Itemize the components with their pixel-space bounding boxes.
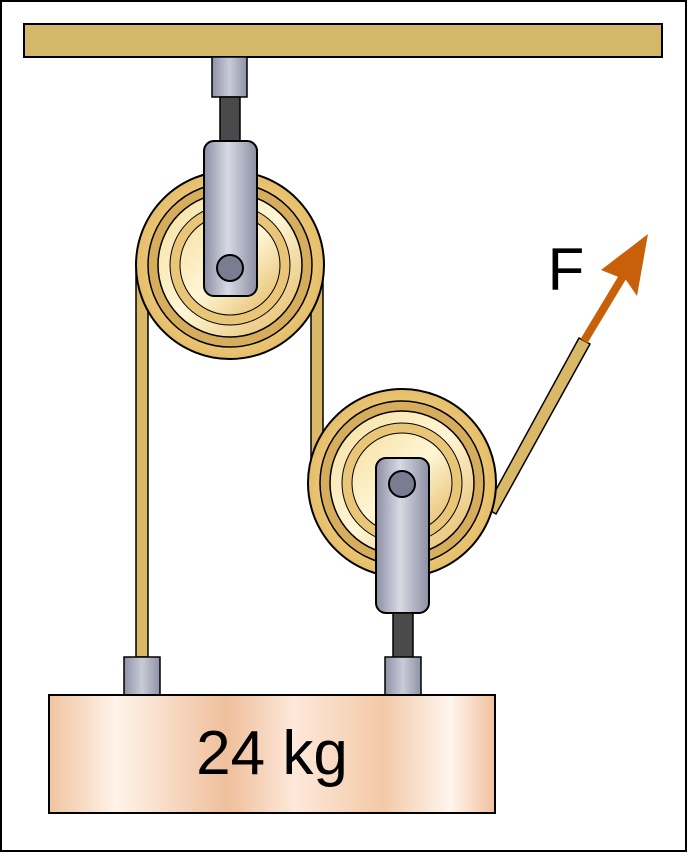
top-axle-pin (216, 254, 244, 282)
top-mount (211, 56, 248, 98)
lower-axle-pin (388, 470, 416, 498)
block-mount-right (384, 656, 422, 696)
rope-pull-segment (484, 336, 592, 516)
force-arrow-head (601, 234, 648, 296)
mass-block (48, 694, 496, 814)
ceiling-beam (23, 23, 663, 58)
force-arrow (580, 234, 648, 344)
lower-bracket (375, 457, 430, 614)
lower-axle-rod (392, 612, 414, 659)
force-label: F (548, 236, 585, 303)
top-bracket (203, 140, 258, 297)
block-mount-left (123, 656, 161, 696)
rope-left-segment (135, 261, 149, 658)
top-axle-rod (219, 96, 241, 143)
mass-label: 24 kg (196, 719, 348, 788)
